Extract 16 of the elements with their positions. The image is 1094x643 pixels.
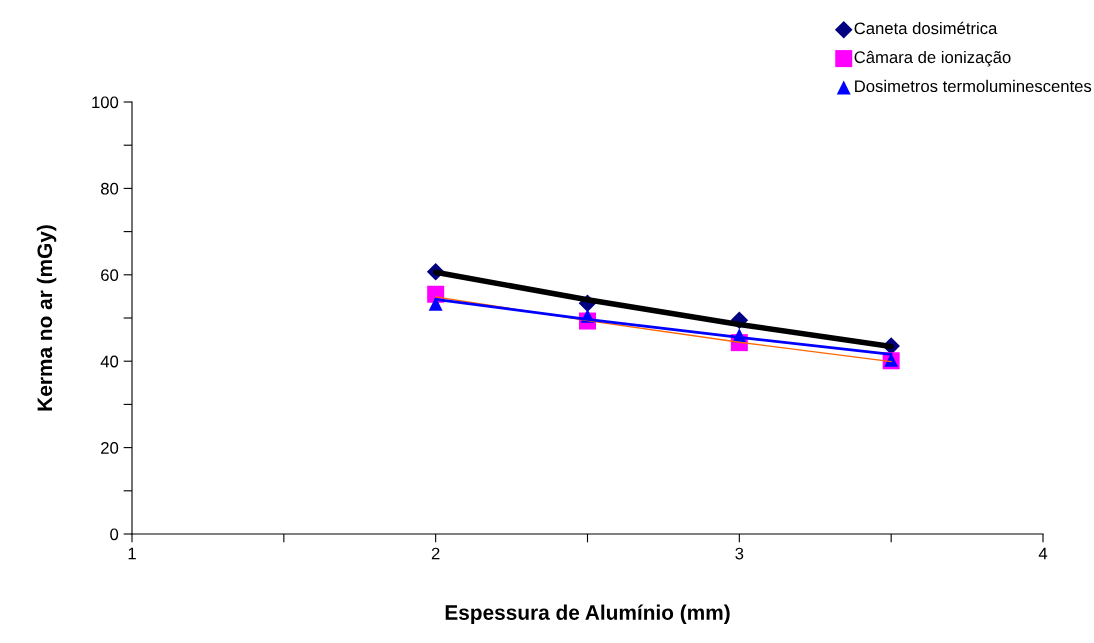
legend-label: Caneta dosimétrica: [854, 21, 998, 35]
x-tick-label: 4: [1038, 547, 1048, 560]
y-axis-title: Kerma no ar (mGy): [36, 225, 57, 411]
y-tick-label: 80: [100, 182, 119, 195]
x-tick-label: 3: [735, 547, 744, 560]
x-tick-label: 2: [431, 547, 440, 560]
y-tick-label: 100: [92, 96, 119, 109]
legend-label: Dosimetros termoluminescentes: [855, 79, 1092, 93]
y-tick-label: 40: [100, 355, 119, 368]
y-tick-label: 60: [101, 269, 119, 281]
point: [428, 296, 443, 311]
y-tick-label: 0: [110, 528, 119, 541]
x-tick-label: 1: [128, 547, 136, 560]
legend-label: Câmara de ionização: [854, 50, 1011, 67]
y-tick-label: 20: [101, 442, 119, 454]
x-axis-title: Espessura de Alumínio (mm): [445, 604, 730, 624]
